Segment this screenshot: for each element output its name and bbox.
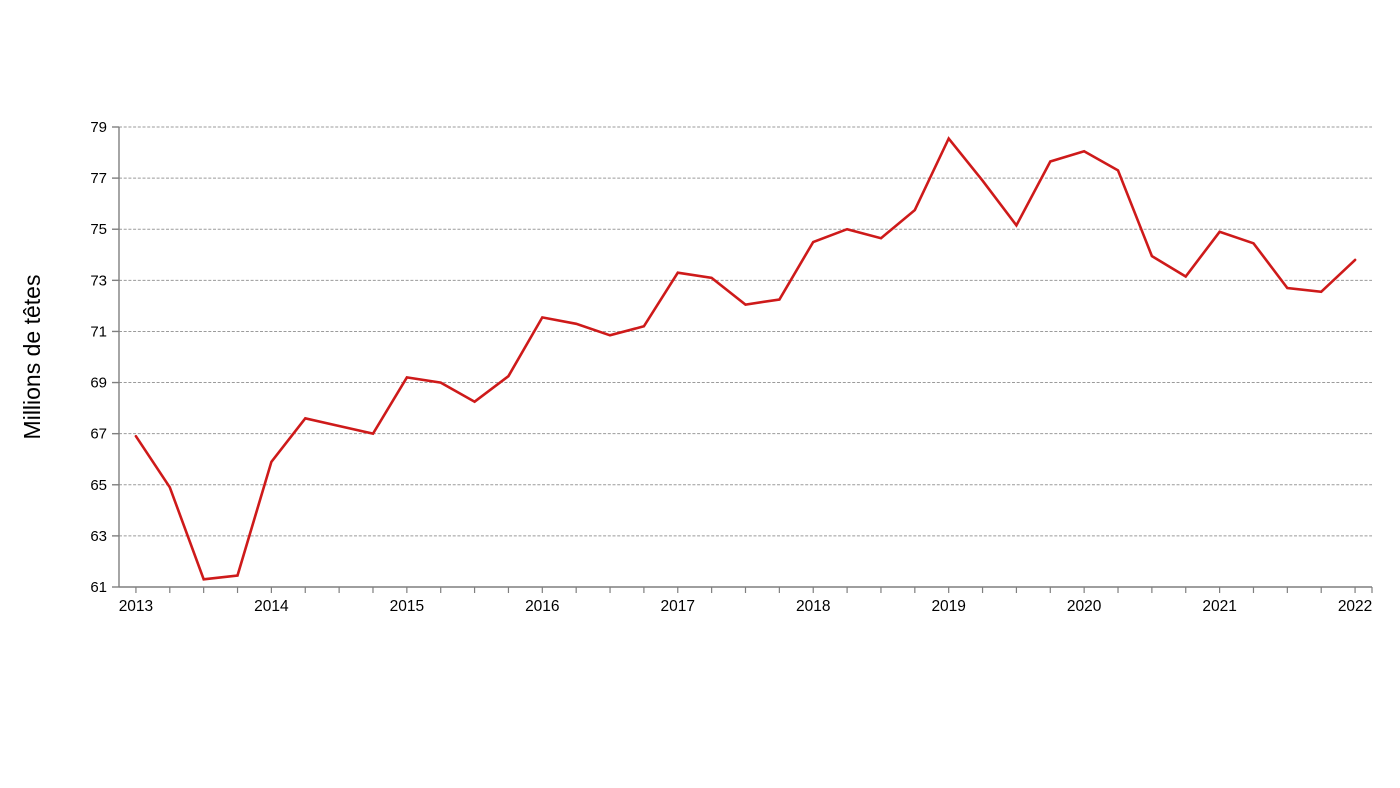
x-tick-labels: 2013 2014 2015 2016 2017 2018 2019 2020 2021 2022: [119, 598, 1373, 615]
y-tick-label: 63: [90, 528, 107, 545]
x-tick-label: 2015: [390, 598, 424, 615]
y-tick-labels: 61 63 65 67 69 71 73 75 77 79: [90, 119, 107, 596]
x-tick-label: 2020: [1067, 598, 1102, 615]
axes: [112, 126, 1372, 588]
x-tick-label: 2014: [254, 598, 289, 615]
x-tick-label: 2018: [796, 598, 830, 615]
y-tick-label: 75: [90, 221, 107, 238]
y-tick-label: 71: [90, 323, 107, 340]
gridlines: [119, 126, 1372, 537]
x-tick-label: 2021: [1202, 598, 1236, 615]
y-tick-label: 69: [90, 375, 107, 392]
x-tick-marks: [135, 587, 1373, 593]
y-tick-label: 79: [90, 119, 107, 136]
x-tick-label: 2013: [119, 598, 153, 615]
y-tick-label: 77: [90, 170, 107, 187]
y-tick-label: 65: [90, 477, 107, 494]
y-axis-title: Millions de têtes: [19, 275, 45, 440]
y-tick-label: 67: [90, 426, 107, 443]
x-tick-label: 2022: [1338, 598, 1372, 615]
x-tick-label: 2017: [661, 598, 695, 615]
x-tick-label: 2016: [525, 598, 559, 615]
y-tick-label: 73: [90, 272, 107, 289]
y-tick-label: 61: [90, 579, 107, 596]
x-tick-label: 2019: [931, 598, 965, 615]
data-series-line: [134, 136, 1357, 581]
